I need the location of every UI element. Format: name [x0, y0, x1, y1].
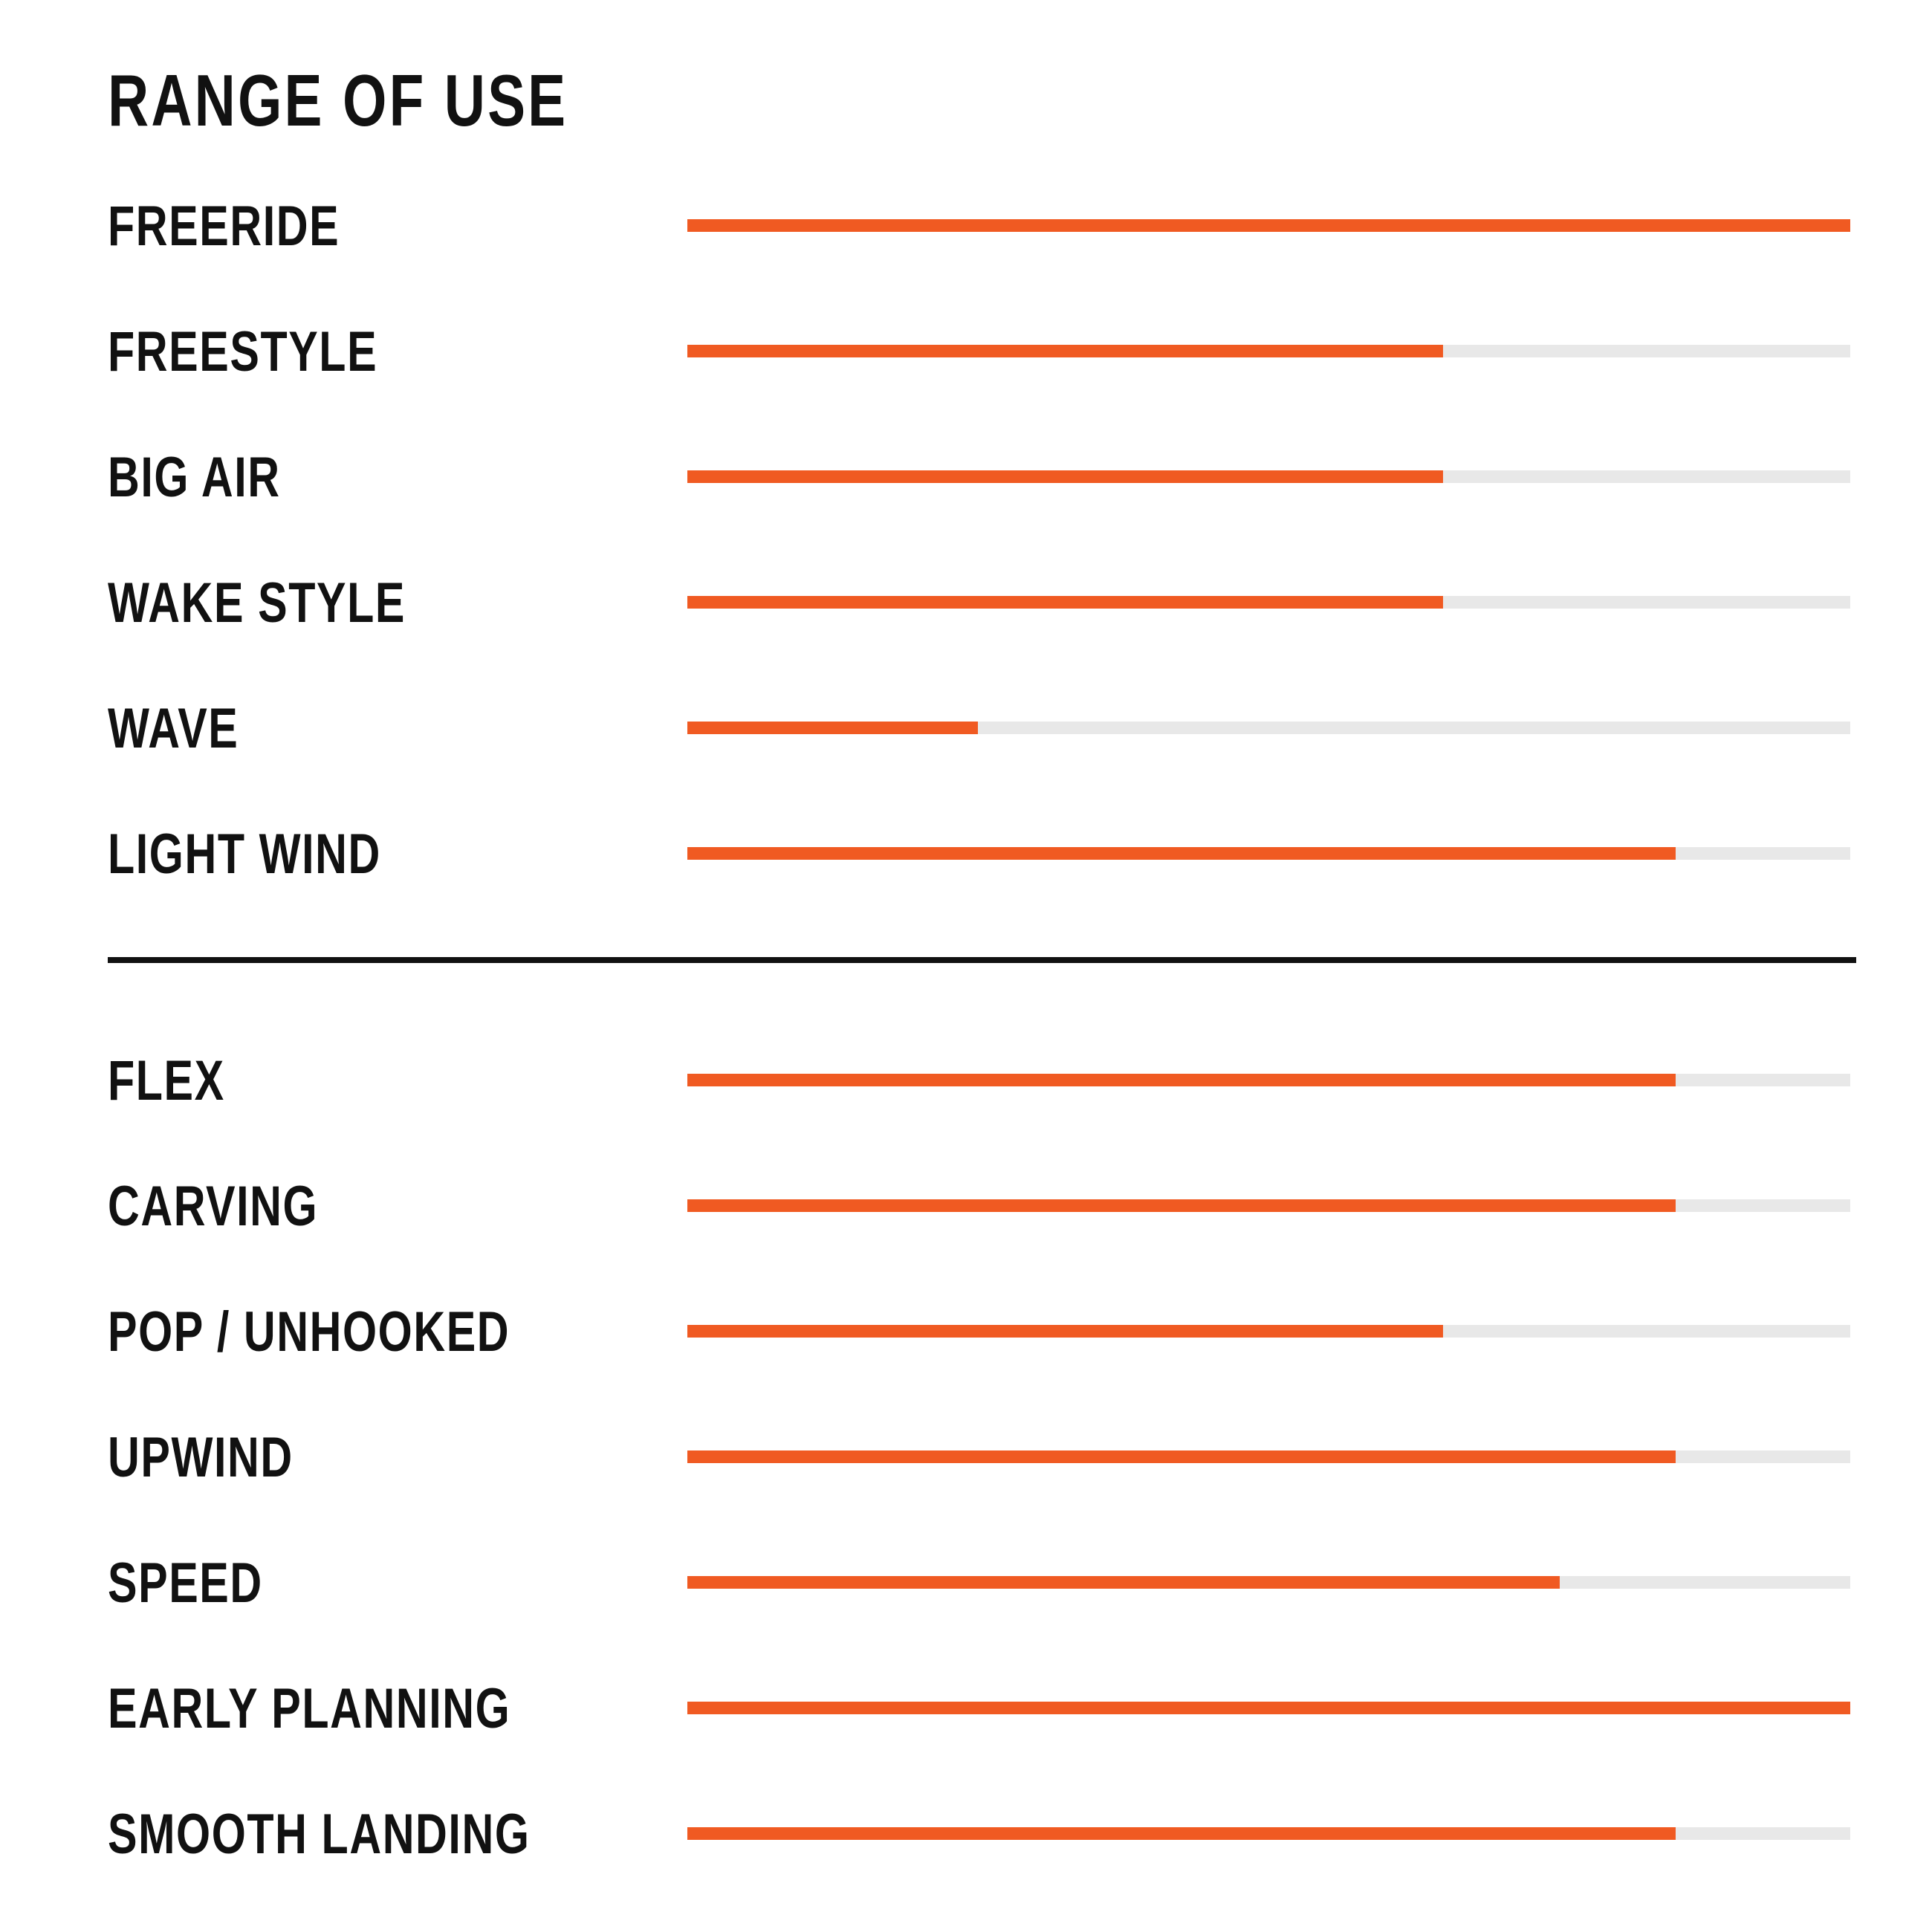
rating-bar-fill [687, 722, 978, 734]
rating-bar-track [687, 722, 1850, 734]
rating-bar-fill [687, 1576, 1560, 1589]
rating-label: FREERIDE [108, 195, 340, 258]
rating-bar-fill [687, 1450, 1676, 1463]
rating-label: SMOOTH LANDING [108, 1803, 531, 1866]
rating-bar-track [687, 596, 1850, 609]
rating-bar-track [687, 1702, 1850, 1714]
rating-bar-fill [687, 219, 1850, 232]
rating-label: LIGHT WIND [108, 823, 381, 886]
chart-title: RANGE OF USE [108, 59, 568, 141]
rating-bar-fill [687, 345, 1443, 357]
rating-row: FREERIDE [0, 182, 1932, 271]
rating-label: EARLY PLANNING [108, 1677, 511, 1740]
rating-bar-fill [687, 470, 1443, 483]
rating-bar-track [687, 1450, 1850, 1463]
rating-row: SMOOTH LANDING [0, 1790, 1932, 1879]
rating-label: WAVE [108, 697, 239, 760]
rating-row: WAKE STYLE [0, 559, 1932, 648]
rating-bar-track [687, 847, 1850, 860]
rating-bar-track [687, 470, 1850, 483]
rating-label: FLEX [108, 1049, 225, 1112]
rating-bar-fill [687, 1074, 1676, 1086]
rating-bar-track [687, 345, 1850, 357]
rating-bar-fill [687, 1199, 1676, 1212]
rating-bar-fill [687, 596, 1443, 609]
rating-row: POP / UNHOOKED [0, 1288, 1932, 1377]
rating-row: FLEX [0, 1037, 1932, 1126]
rating-bar-track [687, 1325, 1850, 1338]
section-divider [108, 957, 1856, 963]
rating-row: EARLY PLANNING [0, 1664, 1932, 1754]
rating-row: FREESTYLE [0, 308, 1932, 397]
rating-row: WAVE [0, 684, 1932, 774]
rating-bar-fill [687, 1325, 1443, 1338]
rating-bar-track [687, 219, 1850, 232]
rating-row: LIGHT WIND [0, 810, 1932, 899]
rating-bar-track [687, 1074, 1850, 1086]
rating-bar-track [687, 1827, 1850, 1840]
rating-label: UPWIND [108, 1426, 294, 1489]
rating-label: WAKE STYLE [108, 571, 406, 635]
rating-bar-track [687, 1199, 1850, 1212]
rating-label: CARVING [108, 1175, 319, 1238]
rating-label: SPEED [108, 1552, 263, 1615]
rating-bar-fill [687, 1827, 1676, 1840]
rating-bar-track [687, 1576, 1850, 1589]
rating-label: FREESTYLE [108, 320, 378, 383]
rating-label: POP / UNHOOKED [108, 1300, 510, 1364]
rating-label: BIG AIR [108, 446, 281, 509]
rating-row: SPEED [0, 1539, 1932, 1628]
rating-row: UPWIND [0, 1413, 1932, 1503]
rating-bar-fill [687, 1702, 1850, 1714]
rating-row: CARVING [0, 1162, 1932, 1251]
rating-row: BIG AIR [0, 433, 1932, 522]
rating-bar-fill [687, 847, 1676, 860]
